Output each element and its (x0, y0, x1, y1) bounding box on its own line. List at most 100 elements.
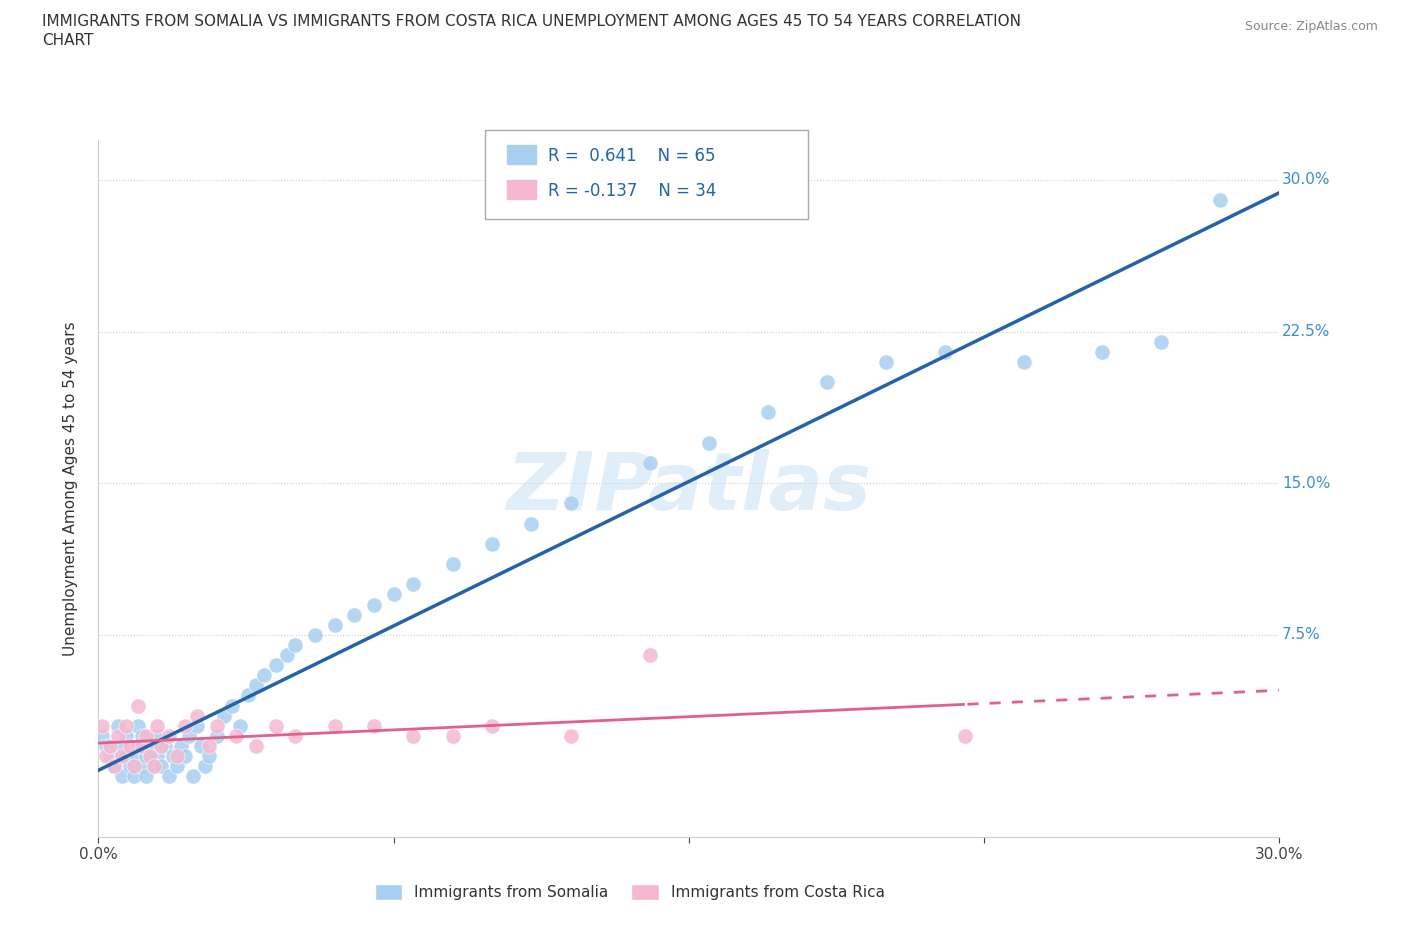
Point (91, 718, 114, 733)
Point (934, 344, 956, 359)
Point (441, 557, 464, 572)
Point (363, 718, 385, 733)
Point (122, 759, 145, 774)
Point (197, 749, 219, 764)
Point (135, 728, 157, 743)
Point (1012, 354, 1035, 369)
Text: R =  0.641    N = 65: R = 0.641 N = 65 (548, 147, 716, 165)
Text: R = -0.137    N = 34: R = -0.137 N = 34 (548, 182, 717, 200)
Point (323, 618, 346, 632)
Point (402, 577, 425, 591)
Point (638, 456, 661, 471)
Text: CHART: CHART (42, 33, 94, 47)
Point (131, 728, 153, 743)
Text: 15.0%: 15.0% (1282, 476, 1330, 491)
Point (236, 688, 259, 703)
Point (91, 728, 114, 743)
Point (284, 728, 307, 743)
Point (1091, 344, 1114, 359)
Point (1150, 334, 1173, 349)
Point (157, 769, 180, 784)
Text: Source: ZipAtlas.com: Source: ZipAtlas.com (1244, 20, 1378, 33)
Point (146, 718, 169, 733)
Point (170, 738, 193, 753)
Point (98, 749, 121, 764)
Point (146, 728, 169, 743)
Point (1209, 193, 1232, 207)
Point (138, 738, 160, 753)
Point (127, 698, 149, 713)
Point (181, 769, 204, 784)
Point (363, 597, 385, 612)
Text: ZIPatlas: ZIPatlas (506, 449, 872, 527)
Point (103, 759, 125, 774)
Point (245, 678, 267, 693)
Text: 30.0%: 30.0% (1282, 172, 1330, 188)
Point (756, 405, 779, 419)
Point (560, 728, 582, 743)
Point (276, 647, 298, 662)
Point (197, 738, 219, 753)
Point (560, 496, 582, 511)
Point (264, 658, 287, 672)
Point (304, 628, 326, 643)
Point (111, 769, 134, 784)
Point (138, 749, 160, 764)
Point (343, 607, 366, 622)
Point (115, 749, 138, 764)
Point (229, 718, 252, 733)
Point (115, 728, 138, 743)
Point (205, 728, 228, 743)
Point (481, 537, 503, 551)
Point (150, 759, 173, 774)
Point (190, 738, 212, 753)
Point (214, 709, 236, 724)
Text: 22.5%: 22.5% (1282, 324, 1330, 339)
Point (107, 728, 129, 743)
Point (481, 718, 503, 733)
Point (186, 718, 208, 733)
Point (157, 728, 180, 743)
Point (118, 759, 141, 774)
Point (441, 728, 464, 743)
Point (382, 587, 405, 602)
Point (111, 738, 134, 753)
Point (284, 637, 307, 652)
Point (122, 749, 145, 764)
Point (127, 718, 149, 733)
Point (98, 738, 121, 753)
Point (402, 728, 425, 743)
Point (264, 718, 287, 733)
Point (135, 749, 157, 764)
Point (162, 749, 184, 764)
Point (155, 738, 177, 753)
Point (131, 759, 153, 774)
Point (697, 435, 720, 450)
Point (146, 749, 169, 764)
Point (205, 718, 228, 733)
Point (135, 769, 157, 784)
Point (142, 759, 165, 774)
Point (815, 375, 838, 390)
Point (174, 718, 197, 733)
Point (186, 709, 208, 724)
Legend: Immigrants from Somalia, Immigrants from Costa Rica: Immigrants from Somalia, Immigrants from… (368, 878, 891, 906)
Point (174, 749, 197, 764)
Point (103, 759, 125, 774)
Point (253, 668, 276, 683)
Point (107, 718, 129, 733)
Point (194, 759, 217, 774)
Point (111, 749, 134, 764)
Point (127, 738, 149, 753)
Point (177, 728, 200, 743)
Point (323, 718, 346, 733)
Point (953, 728, 976, 743)
Point (520, 516, 543, 531)
Point (225, 728, 247, 743)
Point (115, 718, 138, 733)
Point (122, 769, 145, 784)
Y-axis label: Unemployment Among Ages 45 to 54 years: Unemployment Among Ages 45 to 54 years (63, 321, 77, 656)
Text: 7.5%: 7.5% (1282, 628, 1320, 643)
Point (96, 738, 118, 753)
Point (166, 759, 188, 774)
